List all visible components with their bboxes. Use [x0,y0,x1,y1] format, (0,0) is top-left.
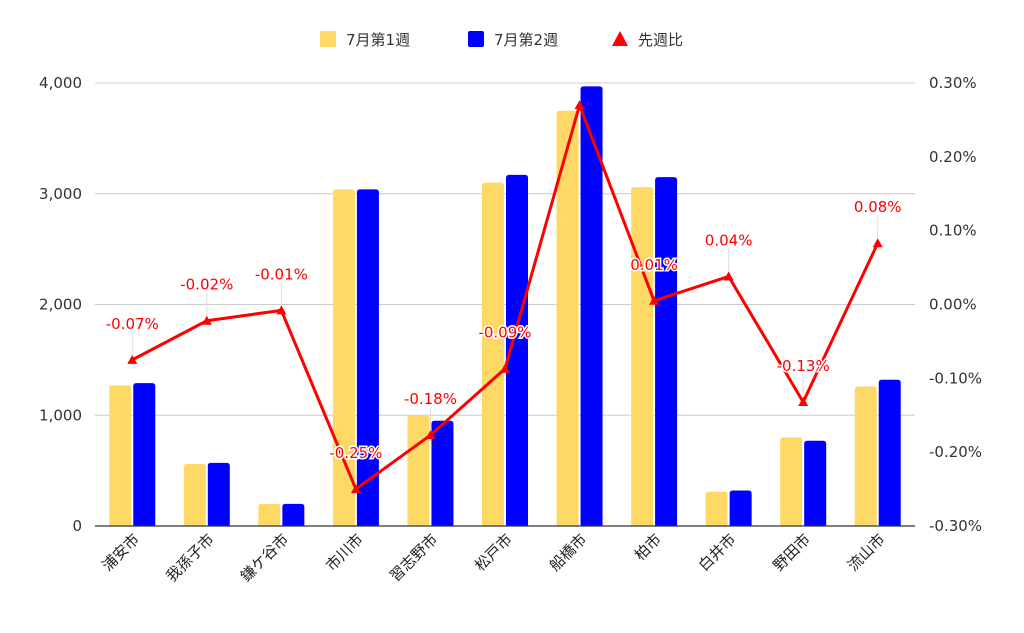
category-label: 野田市 [769,530,814,575]
triangle-marker [127,354,138,364]
data-label: -0.09% [478,324,531,342]
category-labels: 浦安市 我孫子市 鎌ケ谷市 市川市 習志野市 松戸市 船橋市 柏市 白井市 野田市 流山市 [99,530,889,585]
triangle-marker [872,238,883,248]
left-axis-tick-label: 3,000 [39,185,82,203]
bar-series [109,86,901,527]
bar-week2 [804,440,827,526]
bar-week1 [183,463,206,526]
legend-label: 7月第1週 [346,31,410,49]
legend-label: 先週比 [638,31,683,49]
data-label: -0.07% [106,315,159,333]
bar-week2 [133,383,156,526]
triangle-marker [798,396,809,406]
triangle-marker [500,363,510,373]
data-label: -0.13% [777,357,830,375]
triangle-marker [201,315,212,325]
data-label: -0.18% [404,390,457,408]
bar-week1 [407,415,430,526]
category-label: 白井市 [695,530,740,575]
triangle-marker [574,100,585,110]
bar-week2 [356,189,379,526]
right-axis-tick-label: -0.30% [929,517,982,535]
bar-week2 [431,420,454,526]
bar-week1 [705,491,728,526]
data-label: 0.08% [854,198,902,216]
right-axis-tick-labels: -0.30% -0.20% -0.10% 0.00% 0.10% 0.20% 0.30% [929,74,982,535]
bar-week1 [854,386,877,526]
category-label: 柏市 [631,530,665,564]
triangle-marker [425,430,436,440]
bar-week2 [207,462,230,526]
right-axis-tick-label: -0.20% [929,443,982,461]
bar-week1 [556,110,579,526]
category-label: 流山市 [844,530,889,575]
data-label: -0.25% [329,444,382,462]
right-axis-tick-label: 0.00% [929,296,977,314]
data-label: 0.04% [705,231,753,249]
triangle-marker [649,295,660,305]
triangle-marker [350,484,361,494]
left-axis-tick-label: 1,000 [39,406,82,424]
ratio-line [131,103,880,491]
legend: 7月第1週 7月第2週 先週比 [320,31,683,49]
triangle-marker [723,271,734,281]
category-label: 鎌ケ谷市 [237,530,292,585]
gridlines [95,82,915,416]
bar-week2 [282,503,305,526]
data-label: -0.02% [180,276,233,294]
bar-week2 [506,174,528,527]
right-axis-tick-label: 0.10% [929,222,977,240]
bar-week1 [482,182,504,527]
category-label: 浦安市 [99,530,144,575]
right-axis-tick-label: 0.20% [929,148,977,166]
left-axis-tick-label: 0 [72,517,82,535]
category-label: 市川市 [322,530,367,575]
data-label: 0.01% [630,256,678,274]
category-label: 我孫子市 [162,530,217,585]
right-axis-tick-label: -0.10% [929,369,982,387]
left-axis-tick-labels: 0 1,000 2,000 3,000 4,000 [39,74,82,535]
ratio-line-series: -0.07% -0.02% -0.01% -0.25% -0.18% -0.09% 0.01… [104,100,903,494]
triangle-marker [276,305,287,315]
right-axis-tick-label: 0.30% [929,74,977,92]
legend-triangle-icon [612,31,628,46]
bar-week1 [631,187,654,527]
bar-week1 [109,385,132,526]
bar-week2 [878,379,901,526]
data-label: -0.01% [255,265,308,283]
legend-label: 7月第2週 [494,31,558,49]
bar-week1 [258,503,281,526]
bar-week2 [729,490,752,526]
category-label: 船橋市 [546,530,591,575]
bar-week2 [580,86,603,526]
category-label: 松戸市 [471,530,516,575]
bar-week1 [332,189,355,526]
legend-swatch [468,31,484,47]
bar-week1 [780,437,803,526]
category-label: 習志野市 [386,530,441,585]
bar-week2 [655,177,678,526]
left-axis-tick-label: 2,000 [39,296,82,314]
left-axis-tick-label: 4,000 [39,74,82,92]
legend-swatch [320,31,336,47]
